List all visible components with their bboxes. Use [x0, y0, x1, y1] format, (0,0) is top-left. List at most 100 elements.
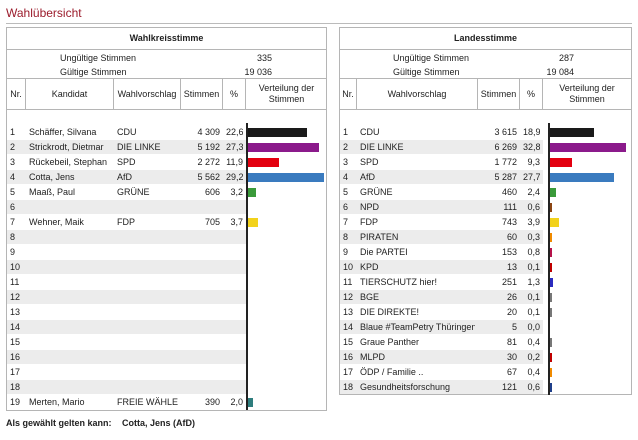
winner-name: Cotta, Jens (AfD) [122, 418, 196, 428]
cell-vorschlag [117, 275, 178, 289]
cell-nr: 8 [343, 232, 349, 242]
table-row: 6 NPD 111 0,6 [340, 200, 631, 214]
cell-vorschlag: SPD [117, 157, 136, 167]
cell-stimmen [184, 380, 220, 394]
cell-background [114, 200, 181, 214]
cell-kandidat [29, 200, 111, 214]
cell-background [357, 230, 478, 244]
cell-background [478, 290, 520, 304]
invalid-votes-label: Ungültige Stimmen [60, 53, 137, 63]
table-row: 8 PIRATEN 60 0,3 [340, 230, 631, 244]
cell-pct: 29,2 [226, 172, 243, 182]
cell-nr: 17 [10, 367, 21, 377]
vote-share-bar [550, 128, 594, 137]
cell-stimmen: 5 562 [197, 172, 220, 182]
cell-stimmen: 5 [511, 322, 517, 332]
cell-nr: 9 [343, 247, 349, 257]
cell-pct [226, 260, 243, 274]
cell-nr: 13 [10, 307, 21, 317]
cell-background [114, 380, 181, 394]
table-row: 16 MLPD 30 0,2 [340, 350, 631, 364]
valid-votes-label: Gültige Stimmen [60, 67, 127, 77]
cell-pct [226, 290, 243, 304]
cell-stimmen: 2 272 [197, 157, 220, 167]
table-header: Nr. Kandidat Wahlvorschlag Stimmen % Ver… [7, 78, 326, 110]
cell-vorschlag: SPD [360, 157, 379, 167]
cell-background [478, 200, 520, 214]
cell-nr: 18 [343, 382, 354, 392]
cell-background [26, 320, 114, 334]
cell-stimmen: 1 772 [494, 157, 517, 167]
vote-share-bar [550, 293, 552, 302]
cell-nr: 3 [10, 157, 16, 167]
cell-stimmen: 705 [204, 217, 220, 227]
cell-background [26, 140, 114, 154]
cell-background [340, 260, 357, 274]
cell-stimmen: 606 [204, 187, 220, 197]
cell-background [478, 380, 520, 394]
cell-background [478, 230, 520, 244]
cell-vorschlag: FDP [360, 217, 378, 227]
cell-nr: 7 [10, 217, 16, 227]
table-row: 18 [7, 380, 326, 394]
cell-background [114, 170, 181, 184]
panel-title: Wahlkreisstimme [129, 33, 204, 43]
cell-stimmen: 13 [506, 262, 517, 272]
vote-share-bar [550, 353, 552, 362]
cell-vorschlag: DIE DIREKTE! [360, 307, 420, 317]
cell-background [478, 260, 520, 274]
cell-kandidat [29, 365, 111, 379]
cell-vorschlag [117, 290, 178, 304]
cell-nr: 15 [343, 337, 354, 347]
cell-background [114, 140, 181, 154]
cell-vorschlag: Blaue #TeamPetry Thüringen [360, 322, 475, 332]
table-row: 4 Cotta, Jens AfD 5 562 29,2 [7, 170, 326, 184]
cell-nr: 10 [343, 262, 354, 272]
cell-nr: 10 [10, 262, 21, 272]
cell-background [340, 320, 357, 334]
table-row: 3 Rückebeil, Stephan SPD 2 272 11,9 [7, 155, 326, 169]
cell-pct: 0,1 [527, 292, 540, 302]
cell-vorschlag: FDP [117, 217, 135, 227]
cell-vorschlag: Die PARTEI [360, 247, 408, 257]
table-row: 2 DIE LINKE 6 269 32,8 [340, 140, 631, 154]
cell-background [340, 140, 357, 154]
table-row: 6 [7, 200, 326, 214]
cell-nr: 18 [10, 382, 21, 392]
cell-background [520, 350, 543, 364]
table-row: 19 Merten, Mario FREIE WÄHLER 390 2,0 [7, 395, 326, 409]
table-row: 3 SPD 1 772 9,3 [340, 155, 631, 169]
cell-stimmen: 26 [506, 292, 517, 302]
cell-stimmen: 30 [506, 352, 517, 362]
cell-nr: 9 [10, 247, 16, 257]
header-percent: % [520, 79, 543, 109]
header-verteilung: Verteilung der Stimmen [559, 83, 615, 104]
cell-stimmen: 3 615 [494, 127, 517, 137]
invalid-votes-row: Ungültige Stimmen 287 [340, 51, 631, 65]
cell-pct [226, 200, 243, 214]
cell-nr: 14 [343, 322, 354, 332]
cell-background [114, 230, 181, 244]
cell-background [26, 200, 114, 214]
header-nr: Nr. [340, 79, 357, 109]
invalid-votes-value: 287 [558, 53, 574, 63]
header-percent: % [223, 79, 246, 109]
cell-nr: 12 [10, 292, 21, 302]
cell-pct: 0,8 [527, 247, 540, 257]
cell-background [223, 170, 246, 184]
wahlkreisstimme-panel: Wahlkreisstimme Ungültige Stimmen 335 Gü… [6, 27, 327, 411]
cell-nr: 11 [343, 277, 353, 287]
cell-background [7, 350, 26, 364]
vote-share-bar [550, 338, 552, 347]
cell-vorschlag: KPD [360, 262, 379, 272]
table-row: 14 [7, 320, 326, 334]
cell-stimmen [184, 275, 220, 289]
vote-share-bar [248, 398, 254, 407]
cell-nr: 6 [10, 202, 16, 212]
cell-vorschlag: NPD [360, 202, 380, 212]
cell-vorschlag: DIE LINKE [360, 142, 404, 152]
cell-nr: 7 [343, 217, 349, 227]
table-row: 7 FDP 743 3,9 [340, 215, 631, 229]
vote-share-bar [550, 383, 552, 392]
cell-nr: 15 [10, 337, 21, 347]
